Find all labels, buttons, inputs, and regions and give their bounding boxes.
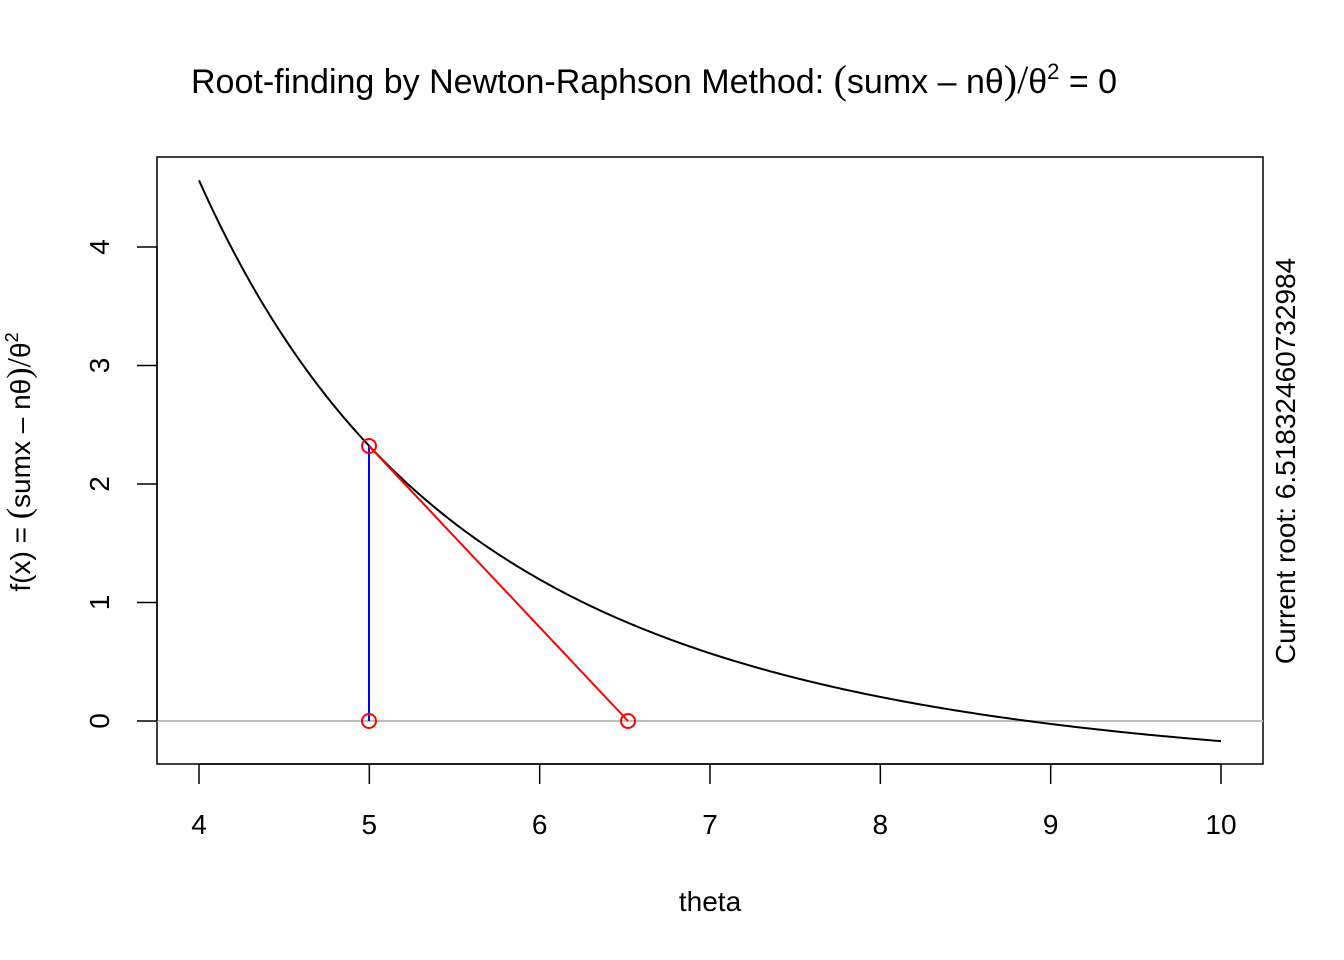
y-tick-label: 1	[84, 595, 115, 611]
x-tick-label: 9	[1043, 809, 1059, 840]
x-tick-label: 7	[702, 809, 718, 840]
svg-text:f(x) = (sumx – nθ)/θ2: f(x) = (sumx – nθ)/θ2	[1, 332, 38, 591]
current-root-label: Current root: 6.51832460732984	[1270, 258, 1301, 664]
point-next-root	[620, 713, 636, 729]
point-current-on-curve	[361, 438, 377, 454]
y-tick-label: 0	[84, 713, 115, 729]
point-current-on-axis	[361, 713, 377, 729]
x-axis: 4 5 6 7 8 9 10	[191, 763, 1237, 840]
plot-frame	[156, 156, 1264, 765]
y-tick-label: 4	[84, 239, 115, 255]
y-tick-label: 2	[84, 476, 115, 492]
y-axis-label: f(x) = (sumx – nθ)/θ2	[1, 332, 38, 591]
svg-text:Root-finding by Newton-Raphson: Root-finding by Newton-Raphson Method: (…	[191, 57, 1117, 102]
y-tick-label: 3	[84, 358, 115, 374]
x-tick-label: 4	[191, 809, 207, 840]
tangent-line	[368, 445, 629, 722]
x-tick-label: 10	[1205, 809, 1236, 840]
chart-title: Root-finding by Newton-Raphson Method: (…	[191, 57, 1117, 102]
y-axis: 0 1 2 3 4	[84, 239, 158, 729]
x-tick-label: 5	[362, 809, 378, 840]
x-tick-label: 8	[873, 809, 889, 840]
function-curve	[198, 179, 1222, 743]
x-axis-label: theta	[679, 886, 742, 917]
x-tick-label: 6	[532, 809, 548, 840]
